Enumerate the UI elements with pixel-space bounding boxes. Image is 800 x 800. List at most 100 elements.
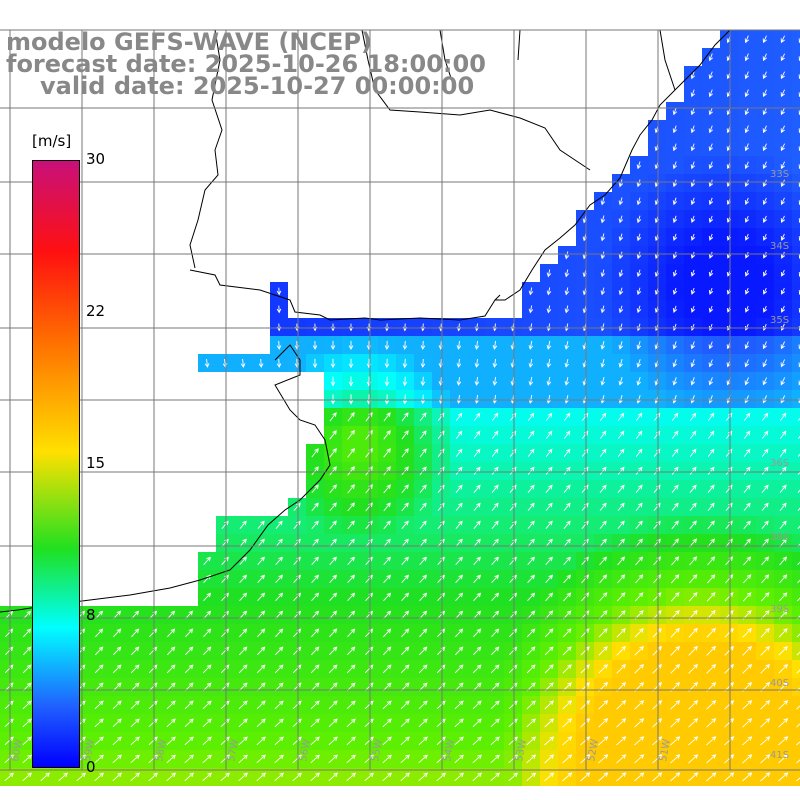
wind-arrow (220, 772, 231, 782)
wind-arrow (546, 269, 552, 278)
wind-arrow (184, 646, 194, 656)
wind-cell (792, 264, 800, 282)
wind-arrow (491, 538, 499, 547)
wind-arrow (760, 592, 770, 602)
wind-arrow (202, 664, 212, 674)
wind-arrow (347, 592, 356, 602)
wind-arrow (672, 341, 678, 350)
wind-arrow (724, 718, 735, 728)
wind-arrow (95, 610, 104, 620)
wind-arrow (22, 772, 33, 782)
wind-arrow (580, 700, 591, 710)
wind-arrow (382, 664, 392, 674)
wind-arrow (346, 754, 356, 764)
wind-arrow (473, 466, 481, 475)
wind-arrow (778, 592, 788, 602)
wind-arrow (419, 502, 427, 511)
wind-arrow (760, 664, 771, 674)
wind-arrow (796, 741, 800, 746)
wind-arrow (689, 466, 697, 475)
wind-arrow (652, 664, 663, 674)
wind-arrow (4, 736, 14, 746)
wind-arrow (708, 161, 714, 170)
wind-arrow (112, 718, 122, 728)
wind-arrow (383, 448, 391, 458)
wind-arrow (509, 466, 517, 475)
wind-arrow (724, 700, 735, 710)
wind-arrow (780, 215, 786, 223)
wind-arrow (384, 394, 390, 405)
wind-arrow (166, 664, 176, 674)
wind-arrow (598, 646, 608, 656)
wind-arrow (491, 412, 499, 421)
longitude-label: 52W (586, 738, 601, 762)
wind-arrow (347, 412, 355, 422)
wind-arrow (348, 376, 354, 387)
wind-arrow (780, 305, 786, 313)
wind-arrow (636, 269, 642, 278)
wind-arrow (636, 341, 642, 350)
wind-arrow (743, 448, 751, 457)
wind-arrow (220, 736, 230, 746)
wind-arrow (401, 484, 409, 494)
wind-arrow (400, 700, 410, 710)
wind-arrow (690, 179, 696, 188)
wind-arrow (311, 556, 319, 565)
wind-arrow (112, 736, 122, 746)
wind-arrow (437, 412, 445, 421)
wind-arrow (202, 772, 213, 782)
wind-arrow (544, 736, 555, 746)
longitude-label: 59W (82, 738, 97, 762)
wind-arrow (310, 646, 320, 656)
wind-arrow (600, 287, 606, 296)
wind-arrow (401, 592, 410, 602)
wind-arrow (275, 610, 284, 620)
wind-arrow (690, 89, 696, 98)
wind-arrow (690, 269, 696, 277)
wind-arrow (762, 215, 768, 223)
wind-arrow (742, 574, 752, 584)
wind-arrow (184, 664, 194, 674)
colorbar-tick-8: 8 (86, 606, 96, 624)
border-line (189, 29, 676, 301)
wind-arrow (526, 772, 537, 782)
wind-arrow (708, 53, 713, 62)
wind-arrow (708, 377, 713, 386)
wind-arrow (690, 71, 696, 80)
wind-arrow (202, 754, 212, 764)
longitude-label: 54W (442, 738, 457, 762)
wind-arrow (473, 520, 481, 529)
wind-arrow (708, 143, 713, 152)
wind-arrow (472, 718, 482, 728)
wind-arrow (797, 471, 800, 475)
wind-arrow (346, 664, 356, 674)
wind-arrow (562, 628, 572, 638)
wind-arrow (130, 736, 140, 746)
wind-arrow (383, 430, 391, 440)
wind-arrow (780, 359, 786, 368)
wind-arrow (311, 466, 319, 476)
wind-arrow (401, 538, 409, 547)
coastline-uruguay-brazil (189, 29, 731, 321)
wind-arrow (652, 645, 662, 656)
wind-arrow (706, 754, 717, 764)
wind-arrow (330, 376, 336, 387)
wind-arrow (761, 448, 769, 457)
wind-arrow (454, 754, 464, 764)
wind-arrow (348, 340, 354, 351)
wind-arrow (744, 53, 749, 62)
wind-arrow (329, 628, 338, 638)
wind-arrow (490, 754, 500, 764)
wind-arrow (688, 627, 698, 638)
wind-arrow (329, 430, 337, 440)
wind-arrow (490, 700, 500, 710)
wind-arrow (599, 448, 607, 457)
wind-arrow (274, 772, 285, 782)
wind-arrow (600, 305, 606, 314)
wind-arrow (600, 376, 606, 386)
wind-arrow (455, 466, 463, 475)
wind-arrow (689, 502, 697, 511)
wind-arrow (742, 772, 753, 782)
wind-arrow (203, 556, 211, 565)
colorbar-tick-0: 0 (86, 758, 96, 776)
